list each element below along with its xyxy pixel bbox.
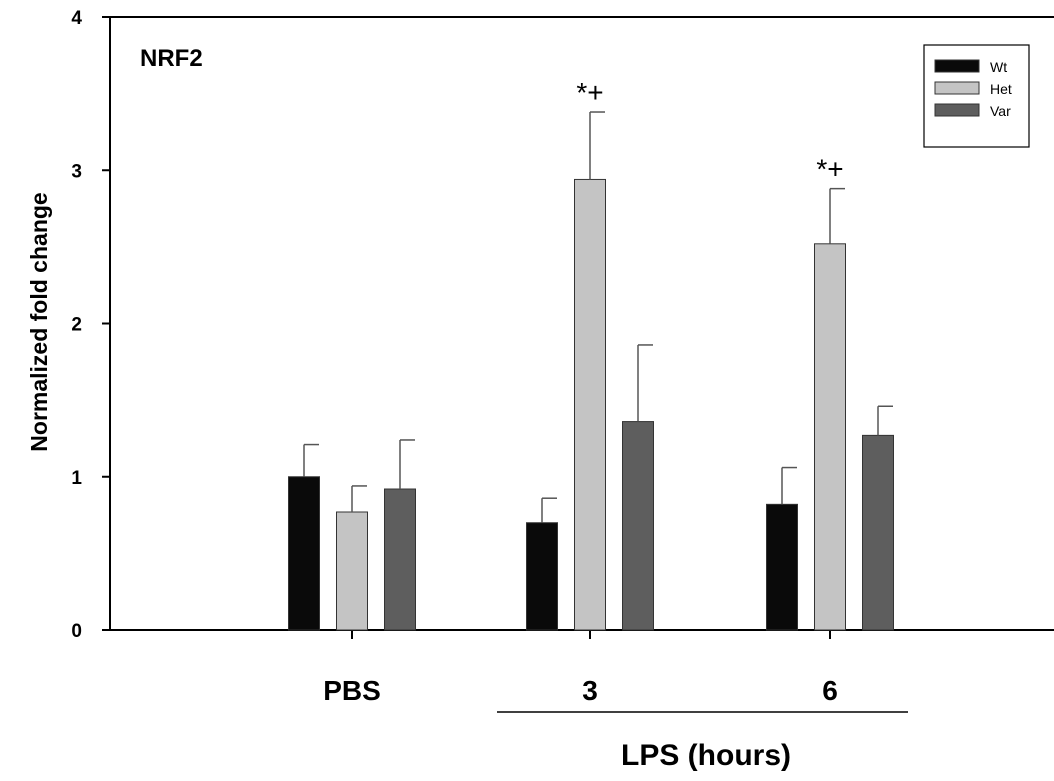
bar-het-3 [574, 178, 606, 631]
bar-wt-pbs [288, 476, 320, 631]
x-axis-title: LPS (hours) [621, 739, 791, 772]
y-axis-title: Normalized fold change [26, 192, 52, 451]
bars [288, 111, 894, 631]
x-category-label: PBS [323, 675, 381, 706]
bar-wt-6 [766, 503, 798, 631]
significance-marker: *+ [816, 154, 843, 185]
annotations: *+ *+ [576, 77, 843, 185]
x-category-label: 3 [582, 675, 598, 706]
bar-var-pbs [384, 488, 416, 631]
bar-het-pbs [336, 511, 368, 631]
legend-swatch-het [934, 81, 980, 95]
legend-label-wt: Wt [990, 59, 1007, 75]
y-tick-label: 3 [71, 161, 82, 182]
y-tick-label: 2 [71, 315, 82, 336]
x-category-label: 6 [822, 675, 838, 706]
bar-het-6 [814, 243, 846, 631]
x-ticks: PBS 3 6 [323, 630, 838, 706]
significance-marker: *+ [576, 77, 603, 108]
y-tick-label: 1 [71, 468, 82, 489]
bar-wt-3 [526, 522, 558, 631]
legend-label-var: Var [990, 103, 1011, 119]
y-tick-label: 0 [71, 621, 82, 642]
legend-swatch-var [934, 103, 980, 117]
bar-var-3 [622, 421, 654, 631]
panel-label: NRF2 [140, 45, 203, 72]
legend: Wt Het Var [923, 44, 1030, 148]
y-tick-label: 4 [71, 8, 82, 29]
legend-label-het: Het [990, 81, 1012, 97]
bar-var-6 [862, 434, 894, 631]
legend-swatch-wt [934, 59, 980, 73]
y-ticks: 0 1 2 3 4 [71, 8, 110, 642]
